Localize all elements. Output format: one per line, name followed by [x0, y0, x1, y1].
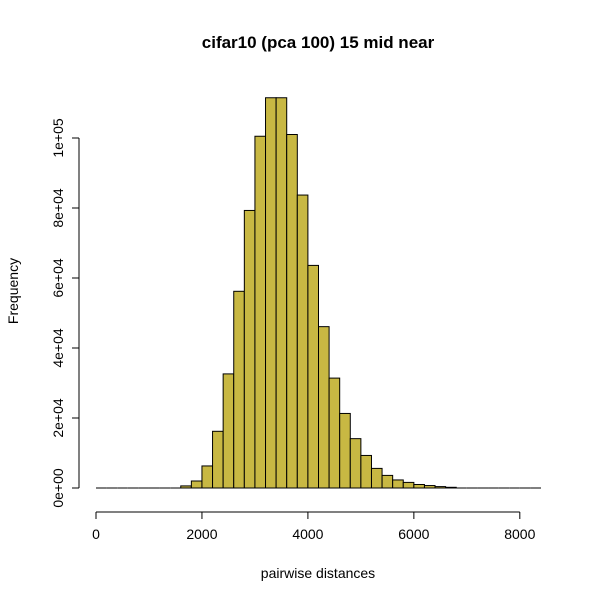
histogram-bar — [434, 486, 447, 489]
histogram-bar — [265, 97, 277, 489]
y-axis-label: Frequency — [5, 258, 21, 324]
histogram-bar — [307, 264, 319, 489]
y-tick-label: 0e+00 — [50, 468, 66, 508]
histogram-bar — [445, 486, 457, 489]
histogram-bar — [286, 134, 298, 489]
x-tick-label: 0 — [92, 526, 100, 542]
y-tick-label: 6e+04 — [50, 258, 66, 298]
histogram-bar — [381, 474, 394, 489]
histogram-bar — [402, 481, 415, 489]
histogram-bar — [318, 326, 330, 489]
histogram-bar — [222, 373, 235, 489]
histogram-bar — [243, 209, 256, 489]
x-tick-label: 8000 — [504, 526, 535, 542]
histogram-bar — [233, 290, 245, 489]
histogram-bar — [328, 377, 341, 489]
axes-layer: 0 2000 4000 6000 8000 0e+00 2e+04 4e+04 6e+04 8e+… — [50, 118, 536, 542]
histogram-bar — [392, 479, 404, 489]
histogram-bar — [275, 97, 288, 489]
histogram-bar — [254, 135, 267, 489]
bars-layer — [96, 97, 541, 489]
histogram-bar — [423, 485, 436, 489]
histogram-bar — [212, 430, 224, 489]
x-tick-label: 4000 — [292, 526, 323, 542]
y-tick-label: 4e+04 — [50, 328, 66, 368]
x-axis-label: pairwise distances — [261, 565, 375, 581]
histogram-bar — [339, 412, 351, 489]
histogram-bar — [360, 454, 372, 489]
y-tick-label: 8e+04 — [50, 188, 66, 228]
histogram-bar — [180, 485, 192, 489]
y-tick-label: 2e+04 — [50, 398, 66, 438]
histogram-bar — [296, 194, 309, 489]
x-tick-label: 2000 — [186, 526, 217, 542]
histogram-bar — [370, 467, 383, 489]
histogram-bar — [349, 438, 362, 489]
histogram-bar — [190, 480, 203, 489]
y-tick-label: 1e+05 — [50, 118, 66, 158]
chart-title: cifar10 (pca 100) 15 mid near — [202, 33, 435, 52]
histogram-bar — [201, 465, 214, 489]
histogram-bar — [413, 484, 425, 489]
x-tick-label: 6000 — [398, 526, 429, 542]
